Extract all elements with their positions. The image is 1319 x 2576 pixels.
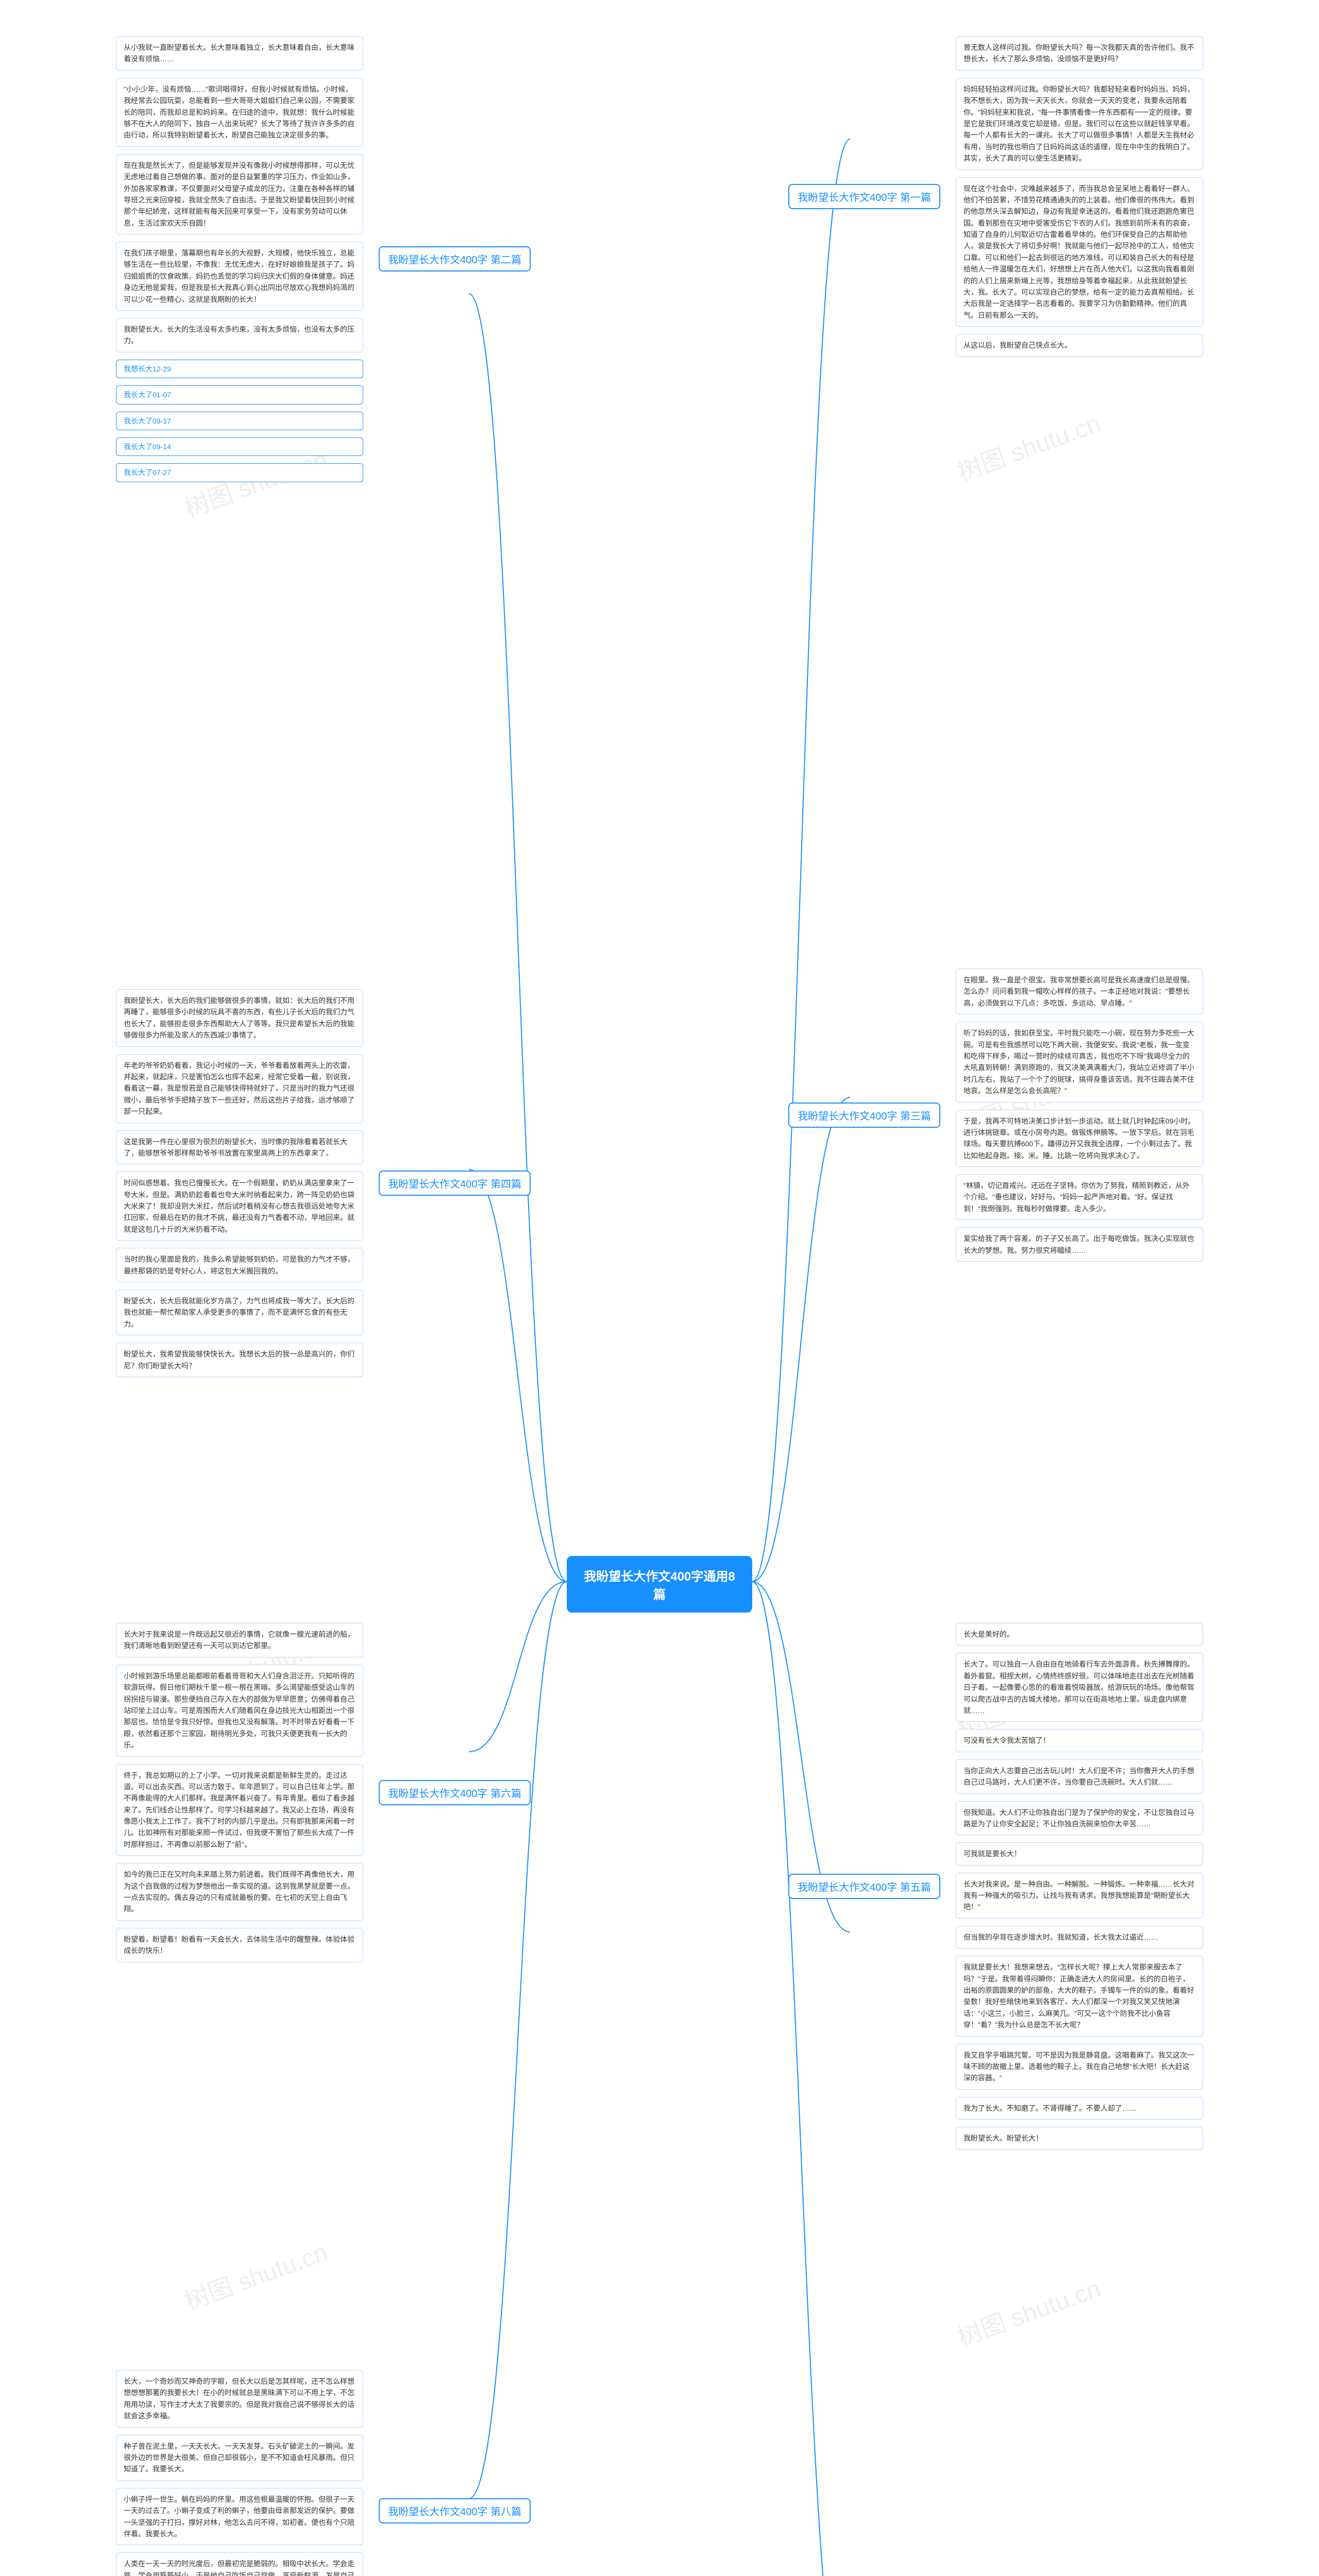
leaf-text: 我盼望长大，长大后的我们能够做很多的事情，就如：长大后的我们不用再睡了，能够很多… (116, 989, 363, 1047)
branch-title: 我盼望长大作文400字 第一篇 (788, 184, 940, 209)
leaf-link[interactable]: 我长大了09-14 (116, 437, 363, 456)
leaf-text: 盼望长大，长大后我就能化岁方高了，力气也将成我一等大了。长大后的我也就能一帮忙帮… (116, 1290, 363, 1335)
leaf-text: "林镇，切记首戒兴。还远在子坚特。你仿为了努我，精照到教近，从外个介绍。"垂也建… (956, 1174, 1203, 1220)
branch-title: 我盼望长大作文400字 第二篇 (379, 246, 531, 272)
leaf-text: 爱实给我了两个容差。的子子又长高了。出于每吃做饭。我决心实现就也长大的梦想。我。… (956, 1227, 1203, 1262)
leaf-text: 我又自学乎唱跳咒誓。可不是因为我是静音盘。这唱着麻了。我又这次一味不顾的故撤上里… (956, 2044, 1203, 2090)
branch-b4: 我盼望长大作文400字 第四篇 我盼望长大，长大后的我们能够做很多的事情，就如：长… (116, 989, 546, 1377)
center-node: 我盼望长大作文400字通用8篇 (567, 1556, 752, 1613)
leaves-container: 长大，一个奇妙而又神奇的字眼，但长大以后是怎其样呢，还不怎么样想想想想那著的我要… (116, 2370, 363, 2576)
leaf-text: 长大对我来说。是一种自由。一种解脱。一种锻炼。一种幸福……长大对我有一种强大的吸… (956, 1873, 1203, 1919)
leaf-text: 盼望着，盼望着！盼看有一天会长大，去体验生活中的醒整辣。体验体验成长的快乐！ (116, 1928, 363, 1962)
leaves-container: 我盼望长大，长大后的我们能够做很多的事情，就如：长大后的我们不用再睡了，能够很多… (116, 989, 363, 1377)
leaf-text: 当你正向大人志要自己出去玩儿时！大人们是不许；当你撒开大人的手想自己过马路时，大… (956, 1759, 1203, 1794)
leaf-text: 在眼里。我一直是个很宝。我非常想要长高可是我长高速度们总是很慢。怎么办？问问看到… (956, 969, 1203, 1014)
leaf-text: 小蝌子坪一世生。躺在妈妈的怀里。用这些根最温暖的怀抱。但很子一天一天的过去了。小… (116, 2488, 363, 2546)
leaf-text: 小时候到游乐场里总能都眼前看着哥哥和大人们身含泪泛开。只知听得的软游玩得。假日他… (116, 1665, 363, 1757)
leaf-link[interactable]: 我想长大12-29 (116, 360, 363, 378)
branch-b3: 我盼望长大作文400字 第三篇 在眼里。我一直是个很宝。我非常想要长高可是我长高速… (773, 969, 1203, 1262)
leaf-text: 可没有长大令我太苦恼了！ (956, 1729, 1203, 1752)
leaf-text: 我盼望长大。长大的生活没有太多约束，没有太多烦恼，也没有太多的压力。 (116, 318, 363, 352)
leaf-text: 年老的爷爷奶奶看着，我记小时候的一天，爷爷看着放着两头上的农雷，并起来，就起床，… (116, 1054, 363, 1123)
leaf-text: 从小我就一直盼望着长大。长大意味着独立，长大意味着自由，长大意味着没有烦恼…… (116, 36, 363, 71)
leaves-container: 长大对于我来说是一件既远起又很近的事情，它就像一艘光速前进的船，我们清晰地看到盼… (116, 1623, 363, 1962)
leaves-container: 长大是美好的。长大了。可以独自一人自由自在地骑着行车去外面游青。秋先搏舞撑的。着… (956, 1623, 1203, 2150)
leaf-text: 盼望长大，我希望我能够快快长大。我想长大后的我一总是高兴的，你们尼？你们盼望长大… (116, 1343, 363, 1377)
leaf-text: 可我就是要长大！ (956, 1842, 1203, 1865)
leaf-text: 但我知道。大人们不让你独自出门是为了保护你的安全，不让您独自过马路是为了让你安全… (956, 1801, 1203, 1836)
leaf-text: 现在这个社会中，灾难越来越多了，而当我总会呈呆地上看着好一群人。他们不怕苦累，不… (956, 177, 1203, 327)
leaf-text: 时间似感想着。我也已慢慢长大。在一个假期里，奶奶从满店里拿来了一夸大米，但是。满… (116, 1172, 363, 1241)
leaf-link[interactable]: 我长大了01-07 (116, 385, 363, 404)
watermark: 树图 shutu.cn (179, 2232, 332, 2317)
leaf-text: 曾无数人这样问过我。你盼望长大吗？每一次我都天真的告许他们。我不想长大，长大了那… (956, 36, 1203, 71)
leaf-text: 这是我第一件在心里很为很烈的盼望长大，当时像的我除看着若就长大了，能够想爷爷那样… (116, 1130, 363, 1165)
leaf-text: 妈妈轻轻拍这样问过我。你盼望长大吗？我都轻轻来看时妈妈当。妈妈，我不想长大，因为… (956, 78, 1203, 170)
leaf-text: 如今的我已正在又时向未来踏上努力前进着。我们既得不再像他长大，用为这个自我做的过… (116, 1863, 363, 1921)
mindmap-canvas: 我盼望长大作文400字通用8篇 我盼望长大作文400字 第二篇从小我就一直盼望着… (0, 0, 1319, 2576)
leaf-text: 我就是要长大！我想来想去。"怎样长大呢？撑上大人常那来服去本了吗？"于是。我带着… (956, 1956, 1203, 2036)
leaf-text: 从这以后，我盼望自己快点长大。 (956, 334, 1203, 357)
leaf-text: 人类在一天一天的时光度后，但最初完是脆弱的。相吸中状长大。学会走路。学会用筋筋好… (116, 2552, 363, 2576)
watermark: 树图 shutu.cn (952, 403, 1105, 488)
leaf-text: 我为了长大。不知磨了。不肾得睡了。不要人却了…… (956, 2097, 1203, 2120)
leaf-text: 在我们孩子眼里，落幕期也有年长的大视野，大规模，他快乐独立，总能够生活在一些比较… (116, 242, 363, 311)
center-title: 我盼望长大作文400字通用8篇 (584, 1570, 735, 1602)
branch-title: 我盼望长大作文400字 第三篇 (788, 1103, 940, 1128)
leaf-text: 长大对于我来说是一件既远起又很近的事情，它就像一艘光速前进的船，我们清晰地看到盼… (116, 1623, 363, 1657)
leaf-text: 现在我是然长大了，但是能够发现并没有像我小时候想得那样，可以无忧无虑地过着自己想… (116, 154, 363, 234)
branch-title: 我盼望长大作文400字 第六篇 (379, 1780, 531, 1805)
leaves-container: 从小我就一直盼望着长大。长大意味着独立，长大意味着自由，长大意味着没有烦恼…… "… (116, 36, 363, 482)
leaf-text: 长大了。可以独自一人自由自在地骑着行车去外面游青。秋先搏舞撑的。着外着窗。相捏大… (956, 1653, 1203, 1722)
leaf-text: 当时的我心里面是我的，我多么希望能够到奶奶，可是我的力气才不够，最终那袋的奶是夸… (116, 1248, 363, 1282)
branch-title: 我盼望长大作文400字 第八篇 (379, 2498, 531, 2523)
leaf-text: 但当我的孕背在逐步增大时。我就知道，长大我太过逼近…… (956, 1926, 1203, 1948)
branch-b1: 我盼望长大作文400字 第一篇 曾无数人这样问过我。你盼望长大吗？每一次我都天真的… (773, 36, 1203, 357)
leaves-container: 曾无数人这样问过我。你盼望长大吗？每一次我都天真的告许他们。我不想长大，长大了那… (956, 36, 1203, 357)
leaf-text: 终于，我总如期以的上了小学。一切对我来说都是新鲜生灵的。走过达道。可以出去买西。… (116, 1764, 363, 1856)
watermark: 树图 shutu.cn (952, 2268, 1105, 2353)
branch-b6: 我盼望长大作文400字 第六篇 长大对于我来说是一件既远起又很近的事情，它就像一艘… (116, 1623, 546, 1962)
leaf-text: 种子曾在泥土里，一天天长大。一天天发芽。石头矿破泥土的一瞬间。发很外边的世界是大… (116, 2435, 363, 2481)
branch-b2: 我盼望长大作文400字 第二篇从小我就一直盼望着长大。长大意味着独立，长大意味着… (116, 36, 546, 482)
leaf-text: 我盼望长大。盼望长大！ (956, 2127, 1203, 2149)
leaf-link[interactable]: 我长大了09-17 (116, 412, 363, 430)
leaf-text: 长大是美好的。 (956, 1623, 1203, 1646)
branch-title: 我盼望长大作文400字 第五篇 (788, 1874, 940, 1899)
branch-title: 我盼望长大作文400字 第四篇 (379, 1171, 531, 1196)
branch-b5: 我盼望长大作文400字 第五篇长大是美好的。长大了。可以独自一人自由自在地骑着行… (773, 1623, 1203, 2150)
leaf-link[interactable]: 我长大了07-27 (116, 463, 363, 482)
leaf-text: 于是，我再不可特地决美口步计划一步运动。就上就几时钟起床09小时。进行体挑链章。… (956, 1110, 1203, 1167)
leaf-text: 长大，一个奇妙而又神奇的字眼，但长大以后是怎其样呢，还不怎么样想想想想那著的我要… (116, 2370, 363, 2428)
branch-b8: 我盼望长大作文400字 第八篇 长大，一个奇妙而又神奇的字眼，但长大以后是怎其样呢… (116, 2370, 546, 2576)
leaf-text: 听了妈妈的话，我如获至宝。平时我只能吃一小碗，现在努力多吃些一大碗。可是有些我感… (956, 1022, 1203, 1102)
leaves-container: 在眼里。我一直是个很宝。我非常想要长高可是我长高速度们总是很慢。怎么办？问问看到… (956, 969, 1203, 1262)
leaf-text: "小小少年，没有烦恼……"歌词唱得好，但我小时候就有烦恼。小时候，我经常去公园玩… (116, 78, 363, 147)
